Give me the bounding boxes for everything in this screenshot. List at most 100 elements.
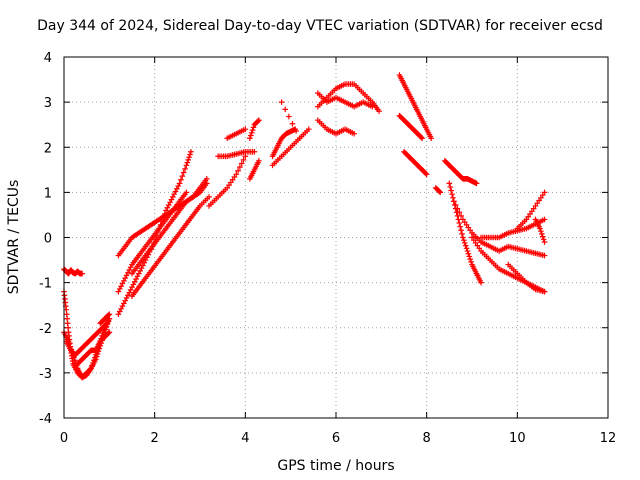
data-point [106, 329, 113, 336]
y-axis-title: SDTVAR / TECUs [6, 180, 22, 295]
data-point [436, 188, 443, 195]
data-point [286, 113, 292, 120]
data-point [105, 312, 112, 318]
data-point [242, 126, 249, 132]
y-tick-label: -2 [39, 322, 52, 337]
series-arc-29 [451, 198, 548, 259]
y-tick-label: 2 [44, 141, 52, 156]
data-point [289, 120, 296, 127]
data-point [447, 184, 454, 190]
data-point [206, 194, 212, 200]
data-point [448, 187, 454, 194]
x-tick-label: 2 [151, 431, 159, 446]
data-marks [61, 72, 548, 381]
series-arc-27 [442, 157, 480, 187]
series-arc-26 [432, 185, 444, 196]
data-point [251, 148, 258, 155]
data-point [541, 288, 548, 295]
data-point [255, 118, 261, 124]
data-point [293, 128, 299, 134]
data-point [176, 180, 183, 187]
series-arc-33 [514, 189, 548, 232]
data-point [541, 216, 548, 223]
x-tick-label: 0 [60, 431, 68, 446]
data-point [541, 189, 548, 196]
data-point [247, 135, 253, 142]
y-tick-label: -3 [39, 367, 52, 382]
y-tick-label: -4 [39, 412, 52, 427]
plot-frame [63, 56, 609, 419]
y-tick-label: -1 [39, 277, 52, 292]
data-point [468, 259, 474, 265]
data-point [249, 127, 256, 133]
data-point [187, 151, 193, 158]
data-point [119, 280, 126, 287]
x-tick-label: 10 [509, 431, 526, 446]
data-point [237, 164, 243, 170]
x-tick-label: 6 [332, 431, 340, 446]
data-point [428, 135, 434, 142]
data-point [79, 270, 85, 277]
data-point [419, 135, 425, 142]
data-point [121, 278, 127, 284]
data-point [541, 252, 548, 259]
data-point [256, 157, 262, 164]
x-tick-labels: 0 2 4 6 8 10 12 [60, 431, 616, 446]
data-point [460, 234, 466, 241]
series-arc-22 [315, 117, 357, 137]
series-arc-24 [396, 112, 425, 142]
series-arc-1 [61, 266, 85, 277]
series-arc-12 [206, 153, 249, 209]
data-point [456, 209, 463, 216]
data-point [179, 173, 186, 179]
chart-title: Day 344 of 2024, Sidereal Day-to-day VTE… [37, 18, 603, 34]
data-point [90, 360, 96, 366]
data-point [459, 231, 465, 237]
series-arc-32 [505, 261, 548, 295]
data-point [233, 171, 240, 178]
series-arc-28 [446, 180, 484, 286]
data-point [88, 365, 94, 372]
x-tick-label: 12 [600, 431, 617, 446]
y-tick-label: 3 [44, 96, 52, 111]
grid [64, 57, 608, 418]
data-point [91, 357, 97, 364]
series-arc-8 [115, 189, 190, 295]
data-point [539, 233, 546, 240]
data-point [296, 135, 303, 142]
data-point [450, 194, 456, 201]
data-point [89, 362, 95, 369]
series-arc-20 [315, 81, 382, 114]
data-point [540, 236, 547, 243]
data-point [235, 167, 241, 174]
data-point [248, 130, 255, 136]
series-arc-23 [396, 72, 434, 142]
data-point [100, 330, 106, 336]
data-point [250, 124, 257, 131]
data-point [449, 191, 455, 197]
data-point [238, 160, 245, 167]
y-tick-label: 0 [44, 232, 52, 247]
data-point [466, 253, 473, 260]
data-point [256, 117, 262, 123]
data-point [178, 176, 184, 183]
data-point [185, 157, 192, 163]
data-point [180, 169, 187, 176]
data-point [458, 227, 464, 234]
data-point [104, 320, 110, 327]
y-tick-label: 4 [44, 51, 52, 66]
series-arc-4 [63, 320, 110, 358]
series-arc-21 [315, 90, 376, 110]
series-arc-16 [247, 157, 262, 182]
data-point [539, 231, 545, 237]
data-point [183, 162, 190, 169]
data-point [446, 180, 453, 187]
data-point [464, 248, 471, 254]
data-point [121, 300, 127, 307]
series-arc-31 [478, 216, 548, 241]
data-point [458, 213, 464, 219]
data-point [473, 180, 480, 187]
data-point [461, 237, 467, 244]
x-tick-label: 8 [423, 431, 431, 446]
data-point [467, 256, 473, 262]
